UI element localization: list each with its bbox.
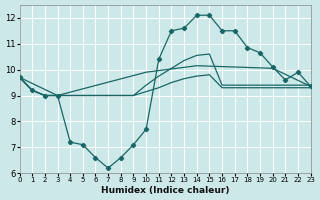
X-axis label: Humidex (Indice chaleur): Humidex (Indice chaleur) (101, 186, 229, 195)
